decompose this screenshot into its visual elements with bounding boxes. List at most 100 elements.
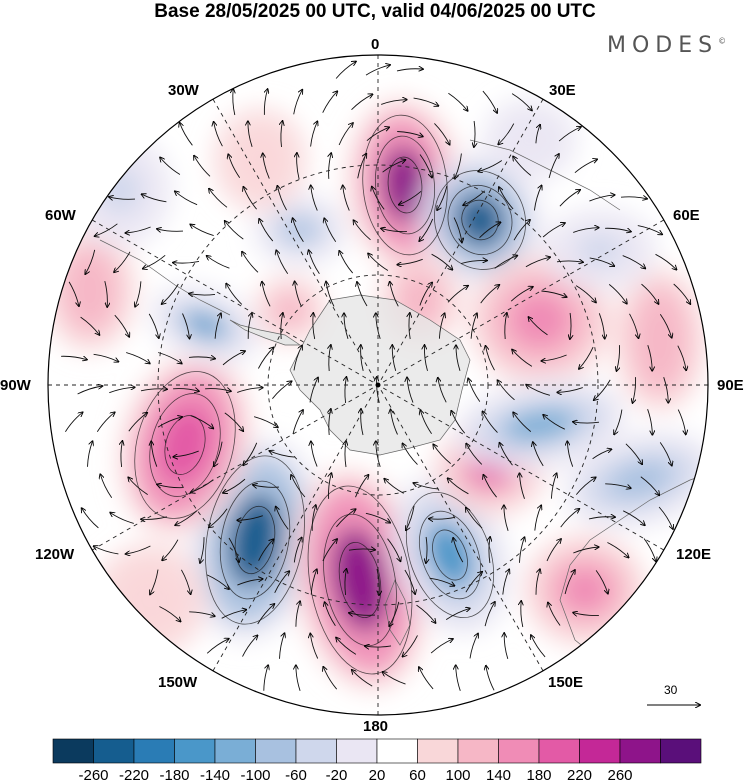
colorbar-swatch [619, 738, 661, 764]
south-america-coast [99, 239, 231, 316]
wind-arrow [349, 613, 376, 615]
wind-arrow [396, 69, 423, 71]
wind-arrow [521, 601, 523, 628]
wind-arrow [175, 191, 198, 206]
wind-arrow [504, 505, 509, 531]
wind-arrow [338, 123, 353, 146]
wind-arrow [623, 510, 645, 525]
wind-arrow [589, 257, 615, 266]
wind-arrow [383, 672, 406, 685]
wind-arrow [484, 602, 495, 627]
wind-arrow [157, 417, 182, 428]
wind-arrow [677, 345, 686, 371]
wind-arrow [416, 604, 436, 623]
wind-arrow [520, 473, 525, 499]
wind-arrow [448, 478, 469, 495]
wind-arrow [188, 357, 215, 359]
wind-arrow [455, 153, 462, 179]
map-border [47, 54, 709, 716]
wind-arrow [247, 313, 252, 339]
wind-arrow [311, 185, 318, 211]
wind-arrow [594, 379, 611, 400]
wind-arrow [677, 409, 686, 435]
wind-arrow [110, 513, 134, 524]
wind-arrow [95, 223, 118, 236]
colorbar [52, 738, 702, 764]
wind-arrow [277, 186, 287, 211]
wind-arrow [329, 345, 331, 372]
wind-arrow [310, 634, 319, 659]
wind-arrow [225, 221, 244, 240]
contour-ring [205, 455, 305, 625]
wind-arrow [281, 313, 283, 340]
map-disk [48, 55, 708, 715]
wind-arrow [513, 220, 530, 241]
contour-ring [149, 393, 221, 497]
colorbar-tick-label: -140 [199, 767, 231, 784]
wind-arrow [502, 569, 509, 595]
wind-arrow [281, 121, 283, 148]
wind-arrow [673, 283, 691, 304]
wind-arrow [504, 633, 509, 660]
wind-arrow [257, 604, 275, 625]
wind-arrow [465, 572, 482, 593]
wind-arrow [365, 65, 390, 76]
lon-label-120w: 120W [35, 546, 75, 563]
wind-arrow [391, 410, 398, 435]
wind-arrow [77, 386, 103, 395]
wind-arrow [140, 389, 167, 391]
wind-arrow [148, 313, 159, 338]
anomaly-blob [252, 274, 328, 346]
lon-label-90e: 90E [717, 377, 744, 394]
anomaly-blob [482, 97, 578, 183]
wind-arrow [557, 387, 583, 393]
wind-arrow [309, 250, 320, 275]
colorbar-swatch [295, 738, 337, 764]
wind-arrow [637, 225, 662, 235]
wind-arrow [376, 441, 381, 467]
wind-arrow [387, 538, 401, 562]
wind-arrow [361, 345, 364, 372]
contour-ring [362, 114, 448, 256]
wind-arrow [173, 450, 199, 457]
wind-arrow [344, 313, 349, 339]
wind-arrow [397, 131, 423, 137]
wind-arrow [448, 92, 467, 111]
wind-arrow [575, 285, 596, 303]
wind-arrow [173, 261, 200, 263]
pole-marker [375, 382, 381, 388]
wind-arrow [253, 485, 280, 487]
wind-arrow [605, 227, 631, 231]
wind-arrow [345, 377, 346, 404]
wind-arrow [355, 475, 369, 498]
lon-label-60w: 60W [45, 207, 76, 224]
wind-arrow [80, 316, 100, 335]
wind-arrow [224, 412, 243, 431]
lon-label-30w: 30W [168, 82, 199, 99]
wind-arrow [511, 93, 532, 111]
wind-arrow [419, 283, 432, 306]
wind-arrow [429, 517, 456, 519]
wind-arrow [663, 377, 669, 403]
wind-arrow [180, 123, 193, 146]
wind-arrow [94, 546, 119, 555]
wind-arrow [513, 157, 532, 176]
wind-arrow [200, 537, 205, 563]
wind-arrow [548, 154, 559, 179]
wind-arrow [242, 635, 258, 657]
wind-arrow [456, 665, 461, 691]
africa-coast [469, 139, 621, 211]
wind-arrow [214, 313, 221, 339]
colorbar-tick-label: 180 [526, 767, 552, 784]
wind-arrow [257, 348, 273, 369]
wind-arrow [573, 547, 598, 554]
wind-arrow [233, 89, 235, 116]
wind-arrow [447, 286, 468, 303]
wind-arrow [480, 285, 500, 304]
wind-arrow [546, 539, 561, 562]
wind-arrow [622, 255, 646, 269]
wind-arrow [326, 282, 335, 307]
wind-arrow [434, 123, 449, 144]
wind-arrow [242, 252, 259, 273]
wind-arrow [573, 422, 600, 423]
